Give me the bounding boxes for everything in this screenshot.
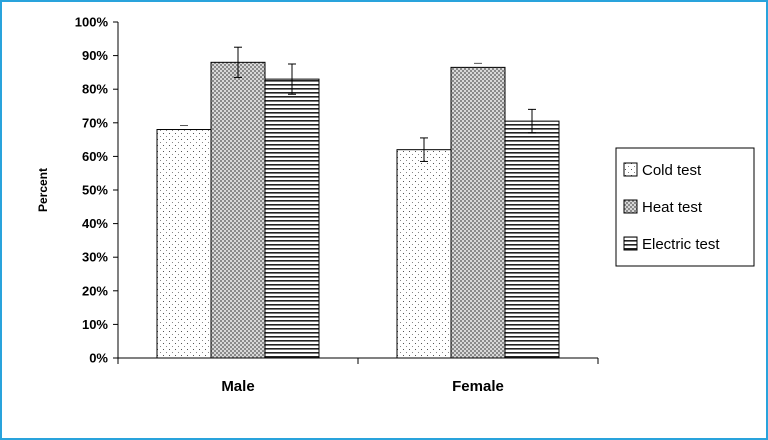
y-axis-label: Percent: [36, 168, 50, 212]
y-tick-label: 50%: [82, 183, 108, 198]
legend-swatch: [623, 199, 638, 214]
legend-swatch: [623, 162, 638, 177]
bars: [156, 61, 560, 359]
y-tick-label: 100%: [75, 15, 109, 30]
legend-box: [615, 147, 755, 267]
y-tick-label: 70%: [82, 115, 108, 130]
bar-heat-test-male: [210, 61, 266, 359]
legend-label: Heat test: [642, 199, 703, 216]
y-tick-label: 10%: [82, 317, 108, 332]
error-bars: [180, 46, 536, 162]
x-tick-label: Female: [452, 378, 504, 395]
y-tick-label: 80%: [82, 82, 108, 97]
y-tick-label: 20%: [82, 283, 108, 298]
x-tick-label: Male: [221, 378, 254, 395]
bar-cold-test-female: [396, 149, 452, 359]
y-tick-label: 60%: [82, 149, 108, 164]
legend-label: Electric test: [642, 236, 720, 253]
y-axis: 0% 10% 20% 30% 40% 50% 60% 70% 80% 90% 100%: [75, 15, 119, 366]
bar-cold-test-male: [156, 129, 212, 359]
legend-swatch: [623, 236, 638, 251]
x-axis: Male Female: [117, 357, 599, 395]
bar-heat-test-female: [450, 66, 506, 359]
legend: Cold test Heat test Electric test: [615, 147, 755, 267]
y-tick-label: 30%: [82, 250, 108, 265]
y-tick-label: 40%: [82, 216, 108, 231]
legend-label: Cold test: [642, 162, 702, 179]
y-tick-label: 0%: [89, 351, 108, 366]
bar-electric-test-female: [504, 120, 560, 359]
y-tick-label: 90%: [82, 48, 108, 63]
bar-electric-test-male: [264, 78, 320, 359]
